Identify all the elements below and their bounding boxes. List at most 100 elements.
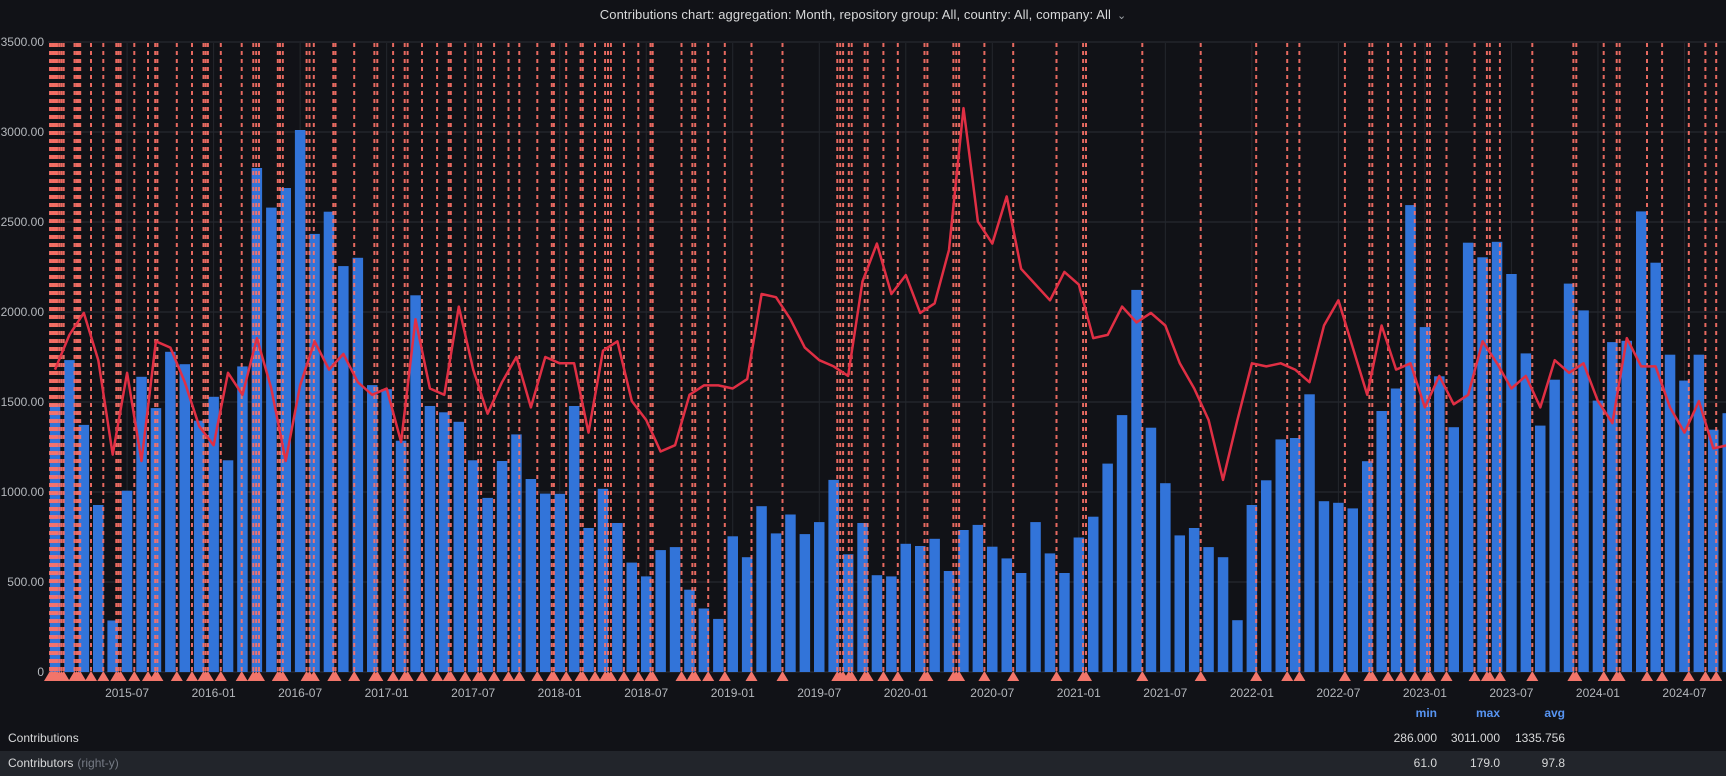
annotation-marker-icon[interactable] <box>1493 671 1506 681</box>
annotation-marker-icon[interactable] <box>201 671 214 681</box>
contributions-bar[interactable] <box>1578 310 1589 672</box>
contributions-bar[interactable] <box>1131 289 1142 672</box>
contributions-bar[interactable] <box>540 493 551 672</box>
annotation-marker-icon[interactable] <box>1080 671 1092 681</box>
contributions-bar[interactable] <box>987 546 998 672</box>
contributions-bar[interactable] <box>367 385 378 672</box>
contributions-bar[interactable] <box>323 211 335 672</box>
contributions-bar[interactable] <box>525 479 537 672</box>
contributions-bar[interactable] <box>669 547 681 672</box>
annotation-marker-icon[interactable] <box>776 671 789 681</box>
contributions-bar[interactable] <box>294 130 306 672</box>
annotation-marker-icon[interactable] <box>475 671 488 681</box>
annotation-marker-icon[interactable] <box>488 671 501 681</box>
annotation-marker-icon[interactable] <box>531 671 544 681</box>
annotation-marker-icon[interactable] <box>745 671 758 681</box>
annotation-marker-icon[interactable] <box>444 671 457 681</box>
contributions-bar[interactable] <box>266 207 277 672</box>
contributions-bar[interactable] <box>1520 353 1532 672</box>
annotation-marker-icon[interactable] <box>1007 671 1020 681</box>
contributions-bar[interactable] <box>439 412 450 672</box>
annotation-marker-icon[interactable] <box>953 671 966 681</box>
annotation-marker-icon[interactable] <box>128 671 141 681</box>
annotation-marker-icon[interactable] <box>401 671 414 681</box>
annotation-marker-icon[interactable] <box>877 671 890 681</box>
annotation-marker-icon[interactable] <box>431 671 444 681</box>
contributions-bar[interactable] <box>972 524 984 672</box>
annotation-marker-icon[interactable] <box>97 671 110 681</box>
annotation-marker-icon[interactable] <box>57 671 70 681</box>
contributions-bar[interactable] <box>222 460 234 672</box>
contributions-bar[interactable] <box>1203 547 1214 672</box>
contributions-bar[interactable] <box>1650 262 1661 672</box>
contributions-bar[interactable] <box>496 461 508 672</box>
annotation-marker-icon[interactable] <box>689 671 702 681</box>
annotation-marker-icon[interactable] <box>1423 671 1436 681</box>
contributions-bar[interactable] <box>698 608 710 673</box>
contributions-bar[interactable] <box>597 488 609 672</box>
contributions-bar[interactable] <box>1275 439 1287 672</box>
annotation-marker-icon[interactable] <box>604 671 617 681</box>
contributions-bar[interactable] <box>1246 505 1258 672</box>
annotation-marker-icon[interactable] <box>1194 671 1207 681</box>
chevron-down-icon[interactable]: ⌄ <box>1117 9 1127 22</box>
contributions-bar[interactable] <box>64 360 75 672</box>
contributions-bar[interactable] <box>1390 388 1402 673</box>
contributions-bar[interactable] <box>583 528 594 672</box>
annotation-marker-icon[interactable] <box>1483 671 1496 681</box>
contributions-bar[interactable] <box>93 505 104 672</box>
contributions-bar[interactable] <box>1088 516 1099 672</box>
annotation-marker-icon[interactable] <box>114 671 127 681</box>
contributions-bar[interactable] <box>1347 508 1359 672</box>
annotation-marker-icon[interactable] <box>861 671 874 681</box>
annotation-marker-icon[interactable] <box>416 671 428 681</box>
annotation-marker-icon[interactable] <box>348 671 361 681</box>
contributions-bar[interactable] <box>1722 413 1726 672</box>
contributions-bar[interactable] <box>828 479 839 672</box>
annotation-marker-icon[interactable] <box>151 671 164 681</box>
contributions-bar[interactable] <box>193 420 205 672</box>
contributions-bar[interactable] <box>943 571 955 672</box>
contributions-bar[interactable] <box>886 576 897 672</box>
annotation-marker-icon[interactable] <box>1250 671 1263 681</box>
contributions-bar[interactable] <box>626 562 638 672</box>
contributions-bar[interactable] <box>1462 242 1474 672</box>
contributions-bar[interactable] <box>1073 537 1085 673</box>
contributions-bar[interactable] <box>1679 380 1690 672</box>
annotation-marker-icon[interactable] <box>921 671 934 681</box>
contributions-bar[interactable] <box>1549 379 1560 672</box>
contributions-bar[interactable] <box>1044 553 1056 672</box>
annotation-marker-icon[interactable] <box>1682 671 1695 681</box>
contributions-bar[interactable] <box>424 406 436 672</box>
contributions-bar[interactable] <box>1160 483 1171 672</box>
annotation-marker-icon[interactable] <box>74 671 87 681</box>
contributions-bar[interactable] <box>958 530 969 672</box>
contributions-bar[interactable] <box>1434 376 1445 672</box>
contributions-bar[interactable] <box>1217 557 1229 672</box>
contributions-bar[interactable] <box>49 403 61 672</box>
annotation-marker-icon[interactable] <box>560 671 573 681</box>
annotation-marker-icon[interactable] <box>502 671 515 681</box>
contributions-bar[interactable] <box>1001 558 1013 672</box>
contributions-bar[interactable] <box>785 514 796 673</box>
contributions-bar[interactable] <box>1030 522 1041 672</box>
contributions-bar[interactable] <box>1405 205 1416 672</box>
contributions-bar[interactable] <box>1491 241 1503 673</box>
annotation-marker-icon[interactable] <box>276 671 289 681</box>
contributions-bar[interactable] <box>641 576 652 672</box>
annotation-marker-icon[interactable] <box>85 671 97 681</box>
contributions-bar[interactable] <box>1693 354 1705 672</box>
legend-series-label[interactable]: Contributors (right-y) <box>8 756 119 770</box>
contributions-bar[interactable] <box>655 550 666 672</box>
annotation-marker-icon[interactable] <box>1710 671 1723 681</box>
contributors-line[interactable] <box>53 106 1726 482</box>
annotation-marker-icon[interactable] <box>632 671 645 681</box>
legend-header-min[interactable]: min <box>1415 706 1437 720</box>
contributions-bar[interactable] <box>612 523 623 672</box>
annotation-marker-icon[interactable] <box>1641 671 1653 681</box>
contributions-bar[interactable] <box>410 295 421 672</box>
contributions-bar[interactable] <box>511 434 522 672</box>
contributions-bar[interactable] <box>554 493 566 672</box>
contributions-bar[interactable] <box>237 366 248 672</box>
contributions-bar[interactable] <box>467 460 479 672</box>
